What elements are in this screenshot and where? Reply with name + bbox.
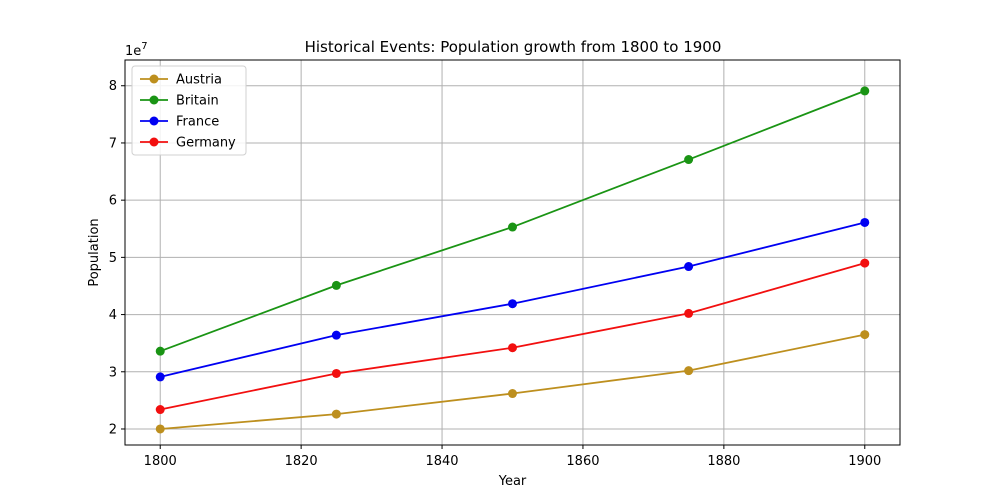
x-tick-label: 1840 (425, 454, 458, 469)
y-tick-label: 8 (109, 79, 117, 94)
x-tick-label: 1820 (285, 454, 318, 469)
legend-marker-britain (149, 95, 159, 105)
chart-title: Historical Events: Population growth fro… (305, 38, 722, 56)
data-point-britain (508, 222, 517, 232)
data-point-france (508, 299, 517, 309)
y-axis-label: Population (87, 218, 102, 286)
y-tick-label: 4 (109, 308, 117, 323)
legend-label-britain: Britain (176, 94, 219, 109)
x-axis-label: Year (498, 474, 527, 489)
series-britain (155, 86, 870, 356)
y-tick-label: 5 (109, 251, 117, 266)
grid-lines (125, 60, 900, 445)
series-france (155, 217, 870, 382)
y-axis-multiplier: 1e7 (125, 41, 148, 59)
legend-box (131, 65, 247, 156)
legend-item-france: France (140, 115, 219, 130)
data-point-britain (860, 86, 870, 96)
data-point-austria (331, 409, 341, 419)
legend-marker-austria (149, 74, 159, 84)
series-lines (155, 86, 870, 434)
y-tick-label: 6 (109, 194, 117, 209)
y-tick-label: 7 (109, 136, 117, 151)
x-tick-label: 1800 (144, 454, 177, 469)
legend-label-austria: Austria (176, 73, 222, 88)
data-point-austria (508, 389, 517, 399)
data-point-france (331, 330, 341, 340)
data-point-britain (331, 280, 341, 290)
data-point-germany (860, 258, 870, 268)
data-point-germany (155, 405, 165, 415)
data-point-germany (684, 308, 694, 318)
x-tick-label: 1900 (848, 454, 881, 469)
legend-marker-france (149, 116, 159, 126)
legend-item-austria: Austria (140, 73, 222, 88)
legend-item-britain: Britain (140, 94, 219, 109)
data-point-france (860, 217, 870, 227)
x-tick-label: 1860 (566, 454, 599, 469)
data-point-britain (684, 155, 694, 165)
data-point-france (155, 372, 165, 382)
series-austria (155, 330, 870, 434)
data-point-austria (155, 424, 165, 434)
data-point-austria (860, 330, 870, 340)
series-germany (155, 258, 870, 415)
y-tick-label: 3 (109, 365, 117, 380)
legend-item-germany: Germany (140, 136, 236, 151)
data-point-germany (508, 343, 517, 353)
x-tick-label: 1880 (707, 454, 740, 469)
legend-label-france: France (176, 115, 219, 130)
legend-marker-germany (149, 137, 159, 147)
data-point-france (684, 262, 694, 272)
series-line-britain (159, 90, 866, 353)
legend-label-germany: Germany (176, 136, 236, 151)
axis-ticks: 1800 1820 1840 1860 1880 1900 2 3 4 5 6 7 8 (109, 79, 882, 469)
y-tick-label: 2 (109, 422, 117, 437)
data-point-germany (331, 368, 341, 378)
series-line-germany (160, 262, 866, 411)
data-point-austria (684, 366, 694, 376)
legend: Austria Britain France Germany (131, 65, 247, 156)
data-point-britain (155, 346, 165, 356)
plot-frame (124, 59, 901, 446)
